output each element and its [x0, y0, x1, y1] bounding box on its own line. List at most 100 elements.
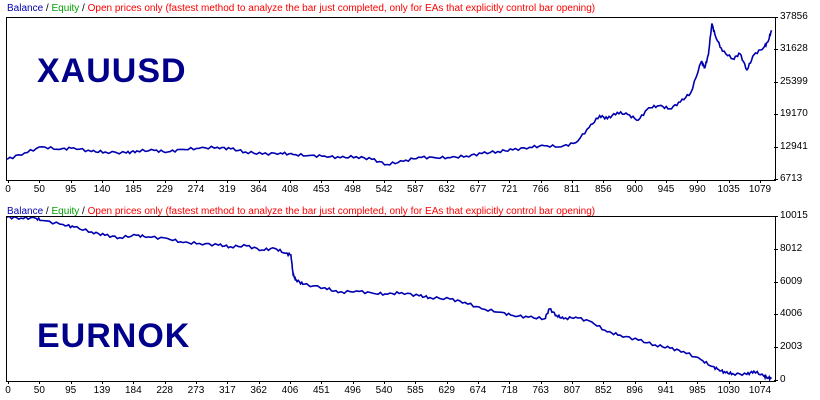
symbol-label: XAUUSD [37, 52, 187, 90]
x-tick-label: 140 [93, 184, 111, 195]
y-tick-label: 0 [780, 374, 786, 385]
y-tick-label: 4006 [780, 308, 803, 320]
x-tick-mark [728, 180, 730, 183]
x-tick-mark [8, 381, 9, 384]
x-tick-mark [634, 180, 636, 183]
legend-balance: Balance [7, 3, 44, 14]
x-tick-label: 941 [657, 385, 675, 396]
x-tick-mark [509, 381, 511, 384]
x-tick-label: 763 [532, 385, 549, 396]
y-tick-mark [774, 146, 778, 148]
y-tick-mark [774, 314, 778, 316]
x-tick-mark [478, 381, 479, 384]
y-tick-label: 37856 [780, 11, 808, 22]
x-tick-label: 542 [375, 184, 393, 195]
x-tick-label: 408 [281, 184, 299, 195]
y-tick-label: 6713 [780, 173, 803, 184]
x-tick-mark [321, 180, 323, 183]
x-tick-mark [384, 381, 385, 384]
chart-panel-xauusd: Balance / Equity / Open prices only (fas… [0, 0, 820, 196]
y-tick-mark [774, 81, 778, 83]
x-tick-label: 896 [626, 385, 643, 396]
x-tick-mark [415, 381, 417, 384]
x-tick-label: 364 [250, 184, 267, 195]
x-tick-label: 585 [406, 385, 424, 396]
x-tick-mark [509, 180, 511, 183]
legend: Balance / Equity / Open prices only (fas… [7, 3, 596, 14]
chart-svg [7, 23, 773, 166]
y-tick-mark [774, 347, 778, 349]
x-tick-mark [446, 180, 448, 183]
y-tick-mark [774, 248, 778, 250]
x-tick-mark [634, 381, 636, 384]
x-tick-mark [102, 180, 103, 183]
y-tick-mark [774, 281, 778, 283]
x-tick-label: 540 [375, 385, 393, 396]
legend-equity: Equity [51, 3, 80, 14]
x-tick-mark [164, 381, 166, 384]
x-tick-label: 677 [469, 184, 487, 195]
x-tick-mark [603, 180, 605, 183]
x-tick-label: 451 [312, 385, 330, 396]
x-tick-label: 317 [218, 385, 236, 396]
x-tick-label: 856 [594, 184, 612, 195]
legend-balance: Balance [7, 206, 44, 217]
y-tick-mark [774, 380, 778, 381]
x-tick-mark [102, 381, 103, 384]
x-tick-mark [572, 180, 573, 183]
x-tick-label: 1074 [748, 385, 772, 396]
plot-area: XAUUSD [6, 17, 776, 181]
legend-note: Open prices only (fastest method to anal… [87, 3, 596, 14]
x-tick-mark [290, 180, 291, 183]
x-tick-label: 498 [344, 184, 361, 195]
chart-svg [7, 217, 773, 381]
x-tick-label: 1030 [717, 385, 740, 396]
x-tick-label: 406 [281, 385, 299, 396]
x-tick-label: 1035 [717, 184, 740, 195]
y-tick-mark [774, 17, 778, 18]
x-tick-label: 139 [93, 385, 111, 396]
x-tick-label: 362 [250, 385, 267, 396]
x-tick-mark [290, 381, 291, 384]
x-tick-label: 95 [65, 184, 77, 195]
x-tick-mark [321, 381, 323, 384]
x-tick-mark [603, 381, 605, 384]
x-tick-label: 274 [187, 184, 205, 195]
x-tick-mark [760, 381, 761, 384]
x-tick-mark [572, 381, 573, 384]
y-tick-label: 25399 [780, 75, 808, 87]
x-tick-mark [227, 180, 229, 183]
legend: Balance / Equity / Open prices only (fas… [7, 206, 596, 217]
symbol-label: EURNOK [37, 317, 191, 355]
x-tick-mark [258, 381, 260, 384]
x-tick-label: 229 [156, 184, 173, 195]
legend-note: Open prices only (fastest method to anal… [87, 206, 596, 217]
x-tick-label: 228 [156, 385, 173, 396]
x-tick-label: 587 [406, 184, 424, 195]
x-tick-mark [227, 381, 229, 384]
x-tick-label: 807 [563, 385, 581, 396]
y-tick-label: 19170 [780, 108, 808, 120]
y-tick-label: 12941 [780, 140, 808, 152]
x-tick-label: 811 [564, 184, 580, 195]
x-tick-label: 50 [33, 385, 45, 396]
x-tick-mark [164, 180, 166, 183]
x-tick-label: 632 [438, 184, 455, 195]
y-tick-label: 2003 [780, 341, 803, 353]
x-tick-label: 1079 [748, 184, 772, 195]
series-line-balance [7, 23, 773, 166]
x-tick-label: 945 [657, 184, 675, 195]
x-tick-label: 718 [500, 385, 518, 396]
x-tick-label: 629 [438, 385, 455, 396]
x-tick-label: 0 [5, 184, 11, 195]
x-tick-mark [258, 180, 260, 183]
x-tick-mark [760, 180, 761, 183]
x-tick-mark [666, 180, 667, 183]
x-tick-mark [196, 381, 197, 384]
x-tick-label: 184 [124, 385, 142, 396]
x-tick-mark [697, 180, 699, 183]
y-tick-label: 8012 [780, 242, 803, 254]
x-tick-mark [70, 180, 72, 183]
x-tick-mark [446, 381, 448, 384]
x-tick-label: 674 [469, 385, 487, 396]
